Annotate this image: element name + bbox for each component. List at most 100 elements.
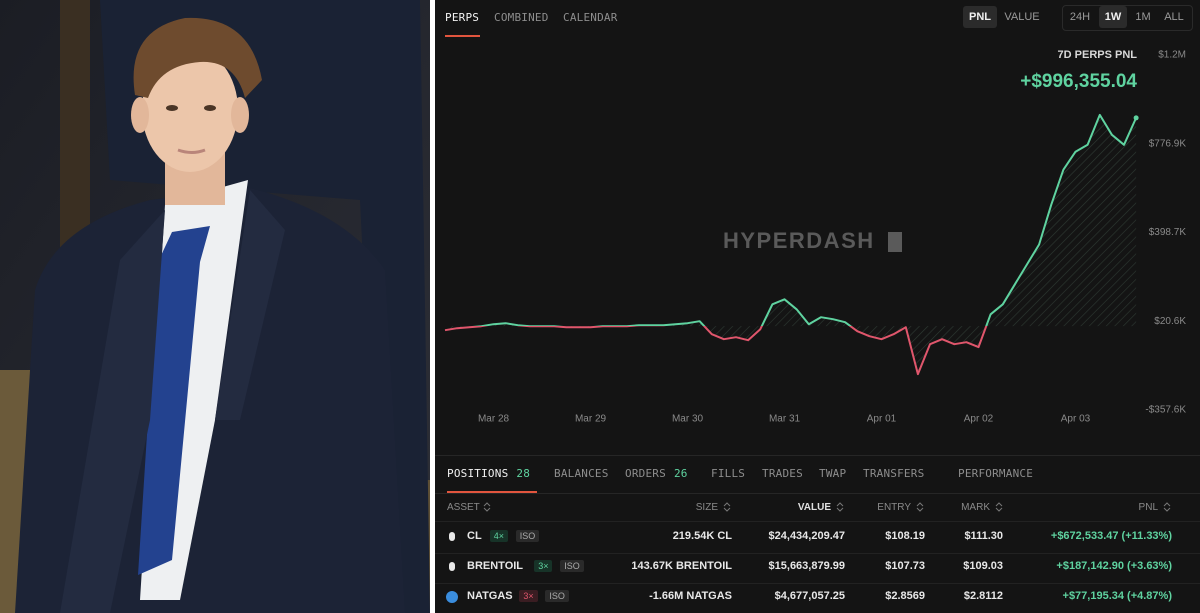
photo-hair: [133, 17, 262, 99]
photo: [0, 0, 430, 613]
positions-tab[interactable]: BALANCES: [554, 467, 609, 480]
chart-subtitle: +$996,355.04: [1020, 71, 1137, 92]
mode-button[interactable]: VALUE: [1004, 11, 1040, 23]
asset-name: NATGAS: [467, 590, 513, 602]
chart: 7D PERPS PNL +$996,355.04 HYPERDASH $1.2…: [444, 49, 1187, 425]
sort-icon[interactable]: [916, 502, 924, 512]
cell-pnl: +$77,195.34 (+4.87%): [1062, 590, 1172, 602]
sort-icon[interactable]: [995, 502, 1003, 512]
positions-tab[interactable]: ORDERS 26: [625, 467, 688, 480]
tab-label: FILLS: [711, 467, 746, 480]
chart-title: 7D PERPS PNL: [1058, 49, 1138, 61]
asset-icon: [449, 562, 455, 571]
tab[interactable]: PERPS: [445, 11, 480, 24]
leverage-badge: 3×: [519, 590, 538, 602]
photo-face: [142, 48, 238, 172]
cell-entry: $2.8569: [885, 590, 925, 602]
photo-ear: [231, 97, 249, 133]
column-header: SIZE: [695, 502, 718, 513]
margin-badge: ISO: [545, 590, 569, 602]
cell-entry: $108.19: [885, 530, 925, 542]
range-button[interactable]: ALL: [1164, 11, 1184, 23]
tab-label: ORDERS: [625, 467, 666, 480]
x-tick-label: Apr 03: [1061, 414, 1091, 425]
x-tick-label: Mar 29: [575, 414, 607, 425]
asset-icon: [446, 591, 458, 603]
x-tick-label: Apr 01: [867, 414, 897, 425]
tab-underline: [445, 35, 480, 37]
column-header: PNL: [1138, 502, 1158, 513]
positions-tab[interactable]: TWAP: [819, 467, 846, 480]
photo-ear: [131, 97, 149, 133]
last-point: [1133, 115, 1139, 121]
sort-icon[interactable]: [1163, 502, 1171, 512]
asset-icon: [449, 532, 455, 541]
photo-eye: [204, 105, 216, 111]
y-tick-label: $776.9K: [1149, 138, 1187, 149]
photo-lapel: [60, 210, 165, 613]
cell-size: 143.67K BRENTOIL: [631, 560, 732, 572]
tab-label: TRANSFERS: [863, 467, 925, 480]
leverage-badge: 4×: [489, 530, 509, 542]
tab[interactable]: COMBINED: [494, 11, 549, 24]
cell-mark: $109.03: [963, 560, 1003, 572]
cell-value: $15,663,879.99: [768, 560, 845, 572]
y-tick-label: -$357.6K: [1145, 405, 1186, 416]
photo-lapel: [215, 190, 285, 420]
x-tick-label: Mar 30: [672, 414, 704, 425]
watermark: HYPERDASH: [723, 228, 875, 253]
margin-badge: ISO: [515, 530, 540, 542]
pnl-area: [445, 114, 1137, 375]
column-header: ASSET: [447, 502, 480, 513]
range-button[interactable]: 24H: [1069, 11, 1091, 23]
positions-tab[interactable]: POSITIONS 28: [447, 467, 530, 480]
cell-pnl: +$672,533.47 (+11.33%): [1050, 530, 1172, 542]
tab-label: BALANCES: [554, 467, 609, 480]
divider: [435, 493, 1200, 494]
tab-underline: [447, 491, 537, 493]
range-button[interactable]: 1M: [1135, 11, 1151, 23]
range-group: [1062, 5, 1193, 31]
tab-label: TWAP: [819, 467, 847, 480]
tab-count: 26: [673, 467, 688, 480]
cell-size: -1.66M NATGAS: [649, 590, 732, 602]
cell-size: 219.54K CL: [672, 530, 732, 542]
range-button[interactable]: 1W: [1099, 6, 1127, 28]
cell-mark: $111.30: [964, 530, 1003, 542]
y-tick-label: $20.6K: [1154, 316, 1186, 327]
asset-name: BRENTOIL: [467, 560, 524, 572]
column-header: VALUE: [797, 502, 831, 513]
tab-label: TRADES: [762, 467, 803, 480]
tab-label: POSITIONS: [447, 467, 509, 480]
margin-badge: ISO: [560, 560, 584, 572]
cell-mark: $2.8112: [963, 590, 1003, 602]
positions-tab[interactable]: FILLS: [711, 467, 745, 480]
cell-value: $24,434,209.47: [768, 530, 845, 542]
asset-name: CL: [467, 530, 482, 542]
positions-tab[interactable]: PERFORMANCE: [958, 467, 1033, 480]
y-tick-label: $398.7K: [1149, 227, 1187, 238]
tab[interactable]: CALENDAR: [563, 11, 618, 24]
column-header: MARK: [961, 502, 990, 513]
divider: [435, 455, 1200, 456]
cell-value: $4,677,057.25: [774, 590, 845, 602]
sort-icon[interactable]: [836, 502, 844, 512]
sort-icon[interactable]: [723, 502, 731, 512]
y-tick-label: $1.2M: [1158, 50, 1186, 61]
trading-panel: PERPS COMBINED CALENDAR PNL VALUE 24H 1W…: [435, 0, 1200, 613]
tab-label: PERFORMANCE: [958, 467, 1034, 480]
sort-icon[interactable]: [483, 502, 491, 512]
cell-pnl: +$187,142.90 (+3.63%): [1056, 560, 1172, 572]
positions-tab[interactable]: TRADES: [762, 467, 803, 480]
photo-mouth: [177, 148, 206, 154]
row-divider: [435, 553, 1200, 554]
pnl-line: [444, 113, 1138, 376]
tab-count: 28: [516, 467, 531, 480]
row-divider: [435, 583, 1200, 584]
mode-button[interactable]: PNL: [963, 6, 997, 28]
positions-tab[interactable]: TRANSFERS: [863, 467, 924, 480]
x-tick-label: Apr 02: [964, 414, 994, 425]
watermark-block: [888, 232, 902, 252]
column-header: ENTRY: [877, 502, 911, 513]
